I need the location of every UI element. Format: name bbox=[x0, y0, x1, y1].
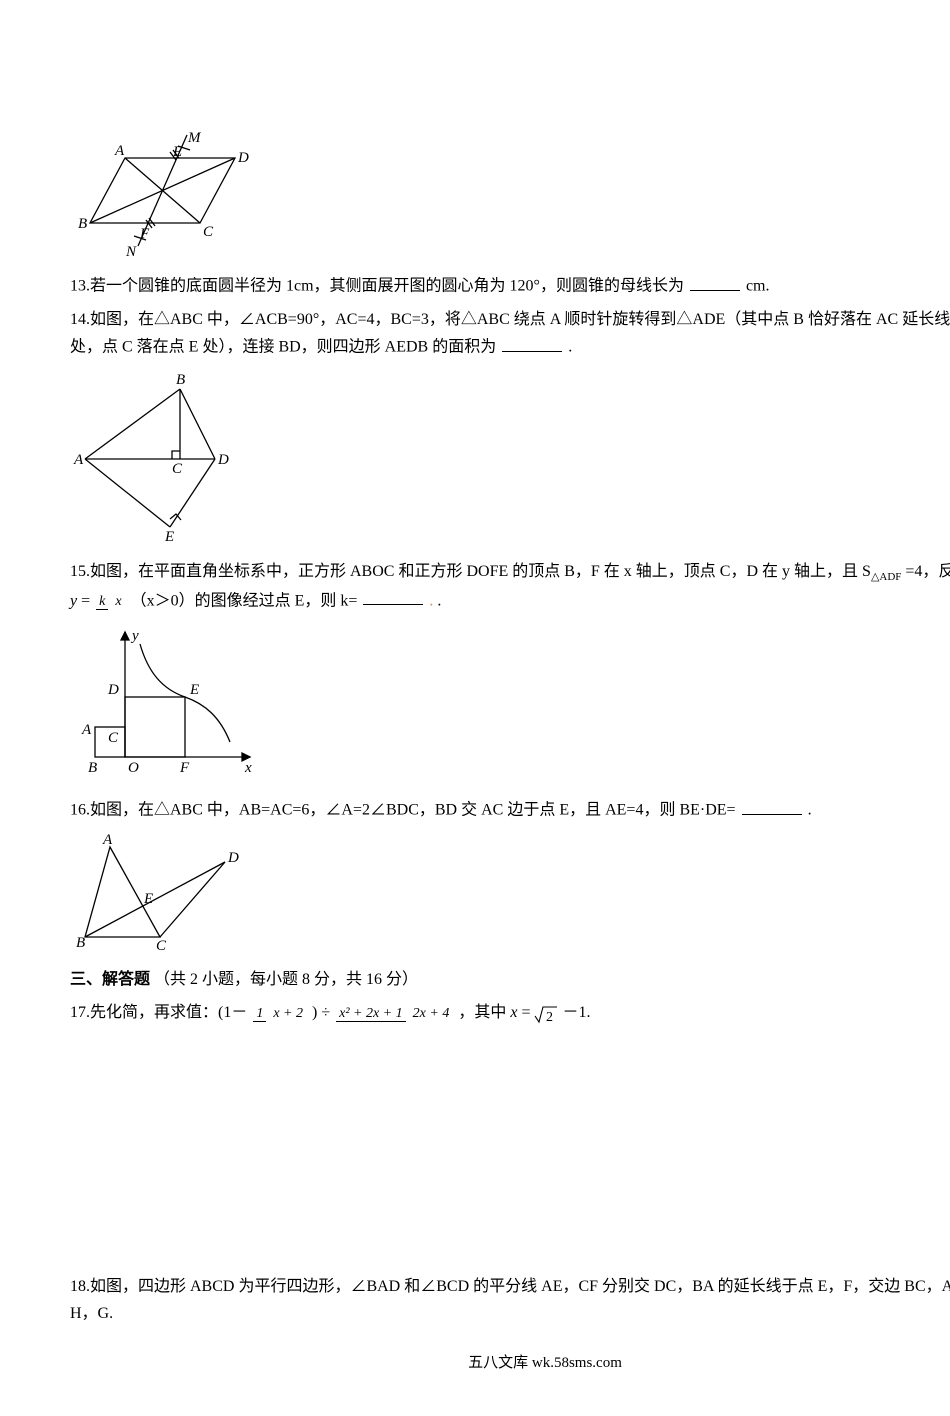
problem-14: 14.如图，在△ABC 中，∠ACB=90°，AC=4，BC=3，将△ABC 绕… bbox=[70, 306, 950, 361]
p15-blank bbox=[363, 587, 423, 606]
figure-16: A B C D E bbox=[70, 832, 950, 952]
p17-text-a: 17.先化简，再求值：(1－ bbox=[70, 1004, 247, 1021]
fig15-label-B: B bbox=[88, 760, 97, 776]
p13-blank bbox=[690, 272, 740, 291]
p17-frac2-num: x² + 2x + 1 bbox=[336, 1006, 406, 1022]
problem-15: 15.如图，在平面直角坐标系中，正方形 ABOC 和正方形 DOFE 的顶点 B… bbox=[70, 558, 950, 615]
figure-15: A B C D E F O x y bbox=[70, 622, 950, 782]
p18-text: 18.如图，四边形 ABCD 为平行四边形，∠BAD 和∠BCD 的平分线 AE… bbox=[70, 1278, 950, 1322]
figure-12: A B C D E F M N bbox=[70, 128, 950, 258]
p13-text-a: 13.若一个圆锥的底面圆半径为 1cm，其侧面展开图的圆心角为 120°，则圆锥… bbox=[70, 278, 684, 295]
p16-text-a: 16.如图，在△ABC 中，AB=AC=6，∠A=2∠BDC，BD 交 AC 边… bbox=[70, 802, 736, 819]
problem-16: 16.如图，在△ABC 中，AB=AC=6，∠A=2∠BDC，BD 交 AC 边… bbox=[70, 796, 950, 824]
workspace-17 bbox=[70, 1033, 950, 1273]
fig12-label-D: D bbox=[237, 150, 249, 166]
svg-text:2: 2 bbox=[546, 1010, 553, 1024]
fig16-svg: A B C D E bbox=[70, 832, 240, 952]
p17-text-b: ) ÷ bbox=[312, 1004, 334, 1021]
p15-frac: k x bbox=[96, 593, 124, 610]
fig15-label-A: A bbox=[81, 722, 92, 738]
section-3-title: 三、解答题 bbox=[70, 971, 150, 988]
fig16-label-C: C bbox=[156, 938, 167, 952]
fig16-label-E: E bbox=[143, 891, 153, 907]
p17-frac1-den: x + 2 bbox=[270, 1006, 306, 1021]
fig12-label-C: C bbox=[203, 224, 214, 240]
p13-text-b: cm. bbox=[746, 278, 770, 295]
fig15-svg: A B C D E F O x y bbox=[70, 622, 260, 782]
p16-blank bbox=[742, 796, 802, 815]
p15-frac-den: x bbox=[112, 594, 124, 609]
problem-18: 18.如图，四边形 ABCD 为平行四边形，∠BAD 和∠BCD 的平分线 AE… bbox=[70, 1273, 950, 1327]
section-3-header: 三、解答题 （共 2 小题，每小题 8 分，共 16 分） bbox=[70, 966, 950, 993]
p17-eq-eq: = bbox=[521, 1004, 534, 1021]
fig12-svg: A B C D E F M N bbox=[70, 128, 250, 258]
p15-eq-eq: = bbox=[77, 592, 94, 609]
fig14-label-A: A bbox=[73, 452, 84, 468]
problem-13: 13.若一个圆锥的底面圆半径为 1cm，其侧面展开图的圆心角为 120°，则圆锥… bbox=[70, 272, 950, 300]
p14-blank bbox=[502, 333, 562, 352]
footer-text: 五八文库 wk.58sms.com bbox=[468, 1355, 622, 1371]
fig12-label-F: F bbox=[139, 226, 150, 242]
p15-sub: △ADF bbox=[871, 571, 901, 583]
fig16-label-D: D bbox=[227, 850, 239, 866]
problem-17: 17.先化简，再求值：(1－ 1 x + 2 ) ÷ x² + 2x + 1 2… bbox=[70, 999, 950, 1026]
fig14-label-C: C bbox=[172, 461, 183, 477]
fig12-label-M: M bbox=[187, 130, 202, 146]
p17-frac2-den: 2x + 4 bbox=[410, 1006, 453, 1021]
fig15-label-E: E bbox=[189, 682, 199, 698]
fig15-label-O: O bbox=[128, 760, 139, 776]
fig12-label-E: E bbox=[172, 144, 182, 160]
p14-text-b: . bbox=[568, 339, 572, 356]
fig15-label-y: y bbox=[130, 628, 139, 644]
fig14-label-E: E bbox=[164, 529, 174, 544]
fig15-label-D: D bbox=[107, 682, 119, 698]
fig16-label-A: A bbox=[102, 832, 113, 848]
fig12-label-B: B bbox=[78, 216, 87, 232]
p15-frac-num: k bbox=[96, 594, 108, 610]
p15-text-a: 15.如图，在平面直角坐标系中，正方形 ABOC 和正方形 DOFE 的顶点 B… bbox=[70, 563, 871, 580]
p16-text-b: . bbox=[808, 802, 812, 819]
fig16-label-B: B bbox=[76, 935, 85, 951]
section-3-note: （共 2 小题，每小题 8 分，共 16 分） bbox=[154, 971, 418, 988]
p17-text-d: －1. bbox=[562, 1004, 590, 1021]
fig14-svg: A B C D E bbox=[70, 369, 250, 544]
p17-frac1-num: 1 bbox=[253, 1006, 266, 1022]
p17-eq-lhs: x bbox=[510, 1004, 517, 1021]
p17-frac2: x² + 2x + 1 2x + 4 bbox=[336, 1005, 452, 1022]
p15-text-b: =4，反比例函数 bbox=[905, 563, 950, 580]
page-footer: 五八文库 wk.58sms.com bbox=[70, 1351, 950, 1377]
fig14-label-D: D bbox=[217, 452, 229, 468]
p17-sqrt: 2 bbox=[534, 1004, 558, 1024]
figure-14: A B C D E bbox=[70, 369, 950, 544]
fig15-label-C: C bbox=[108, 730, 119, 746]
p15-text-c: （x＞0）的图像经过点 E，则 k= bbox=[131, 592, 358, 609]
p17-frac1: 1 x + 2 bbox=[253, 1005, 306, 1022]
fig15-label-x: x bbox=[244, 760, 252, 776]
fig14-label-B: B bbox=[176, 372, 185, 388]
fig15-label-F: F bbox=[179, 760, 190, 776]
fig12-label-A: A bbox=[114, 143, 125, 159]
p17-text-c: ，其中 bbox=[458, 1004, 510, 1021]
p15-text-d: . bbox=[437, 592, 441, 609]
fig12-label-N: N bbox=[125, 244, 137, 258]
